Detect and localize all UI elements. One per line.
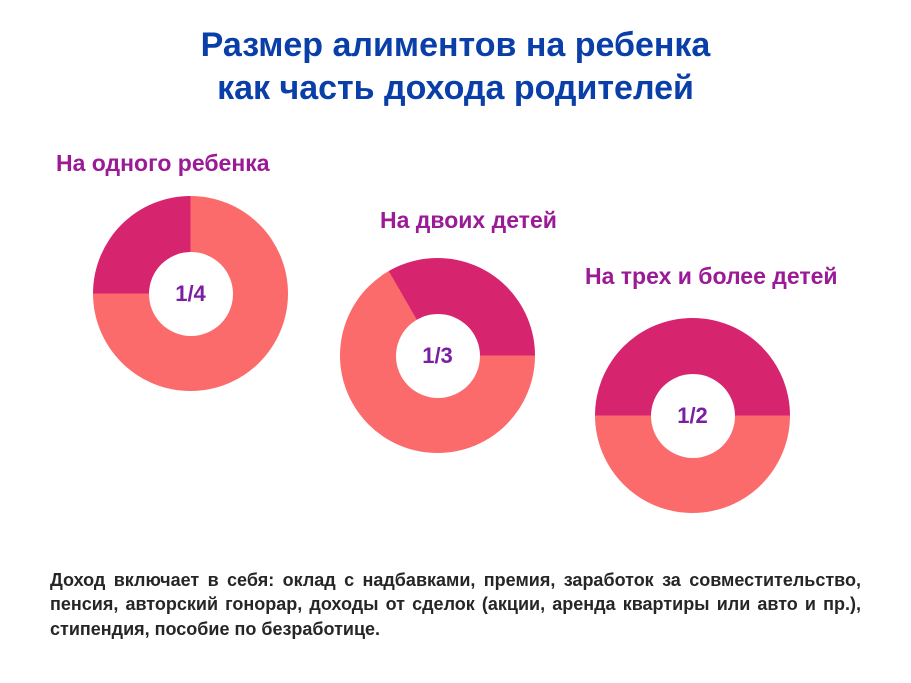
- chart-label-one-child: На одного ребенка: [56, 150, 270, 177]
- title-line-1: Размер алиментов на ребенка: [201, 26, 711, 64]
- donut-center-label: 1/2: [651, 374, 735, 458]
- donut-ring: 1/4: [93, 196, 288, 391]
- donut-chart-three-plus-children: 1/2: [595, 318, 790, 513]
- footnote-text: Доход включает в себя: оклад с надбавкам…: [50, 568, 861, 641]
- chart-label-three-plus-children: На трех и более детей: [585, 263, 838, 290]
- donut-chart-two-children: 1/3: [340, 258, 535, 453]
- chart-label-two-children: На двоих детей: [380, 207, 557, 234]
- donut-chart-one-child: 1/4: [93, 196, 288, 391]
- donut-center-label: 1/4: [149, 252, 233, 336]
- title-line-2: как часть дохода родителей: [217, 69, 694, 107]
- donut-ring: 1/3: [340, 258, 535, 453]
- page-title: Размер алиментов на ребенка как часть до…: [0, 0, 911, 109]
- donut-center-label: 1/3: [396, 314, 480, 398]
- donut-ring: 1/2: [595, 318, 790, 513]
